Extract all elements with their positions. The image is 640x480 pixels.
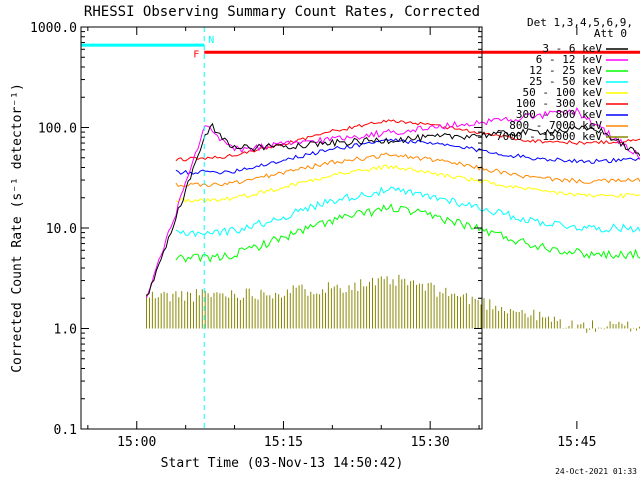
axis-ticks-group: 0.1 1.0 10.0 100.0 1000.0 15:00 15:15 15:30 15:4…	[30, 21, 596, 450]
y-tick-label: 100.0	[38, 122, 77, 137]
x-tick-label: 15:15	[264, 435, 303, 450]
legend-label: 50 - 100 keV	[523, 86, 603, 99]
series-800-7000-kev	[175, 152, 640, 188]
legend-label: 100 - 300 keV	[516, 97, 602, 110]
series-25-50-kev	[175, 186, 640, 238]
series-300-800-kev	[175, 138, 640, 175]
x-tick-label: 15:30	[411, 435, 450, 450]
x-axis-label: Start Time (03-Nov-13 14:50:42)	[161, 456, 404, 471]
series-7000-15000-kev	[146, 274, 640, 333]
legend-label: 25 - 50 keV	[529, 75, 602, 88]
legend-label: 300 - 800 keV	[516, 108, 602, 121]
legend-label: 7000 - 15000 keV	[496, 130, 602, 143]
series-100-300-kev	[175, 119, 640, 162]
y-axis-label: Corrected Count Rate (s⁻¹ detector⁻¹)	[10, 83, 25, 373]
flare-flag-label: F	[193, 49, 199, 60]
night-flag-label: N	[208, 35, 214, 46]
y-tick-label: 10.0	[46, 222, 77, 237]
series-50-100-kev	[175, 164, 640, 203]
legend-header-detectors: Det 1,3,4,5,6,9,	[527, 16, 633, 29]
chart-title: RHESSI Observing Summary Count Rates, Co…	[84, 4, 480, 20]
data-series-group	[146, 107, 640, 333]
x-tick-label: 15:00	[117, 435, 156, 450]
legend-label: 6 - 12 keV	[536, 53, 603, 66]
y-tick-label: 0.1	[54, 423, 77, 438]
series-6-12-kev	[146, 107, 640, 299]
series-12-25-kev	[175, 203, 640, 263]
legend-header-attenuator: Att 0	[594, 27, 627, 40]
legend-label: 12 - 25 keV	[529, 64, 602, 77]
series-3-6-kev	[146, 122, 640, 296]
legend-label: 3 - 6 keV	[542, 42, 602, 55]
y-tick-label: 1.0	[54, 323, 77, 338]
y-tick-label: 1000.0	[30, 21, 77, 36]
legend-label: 800 - 7000 keV	[509, 119, 602, 132]
generation-timestamp: 24-Oct-2021 01:33	[555, 467, 637, 476]
x-tick-label: 15:45	[557, 435, 596, 450]
